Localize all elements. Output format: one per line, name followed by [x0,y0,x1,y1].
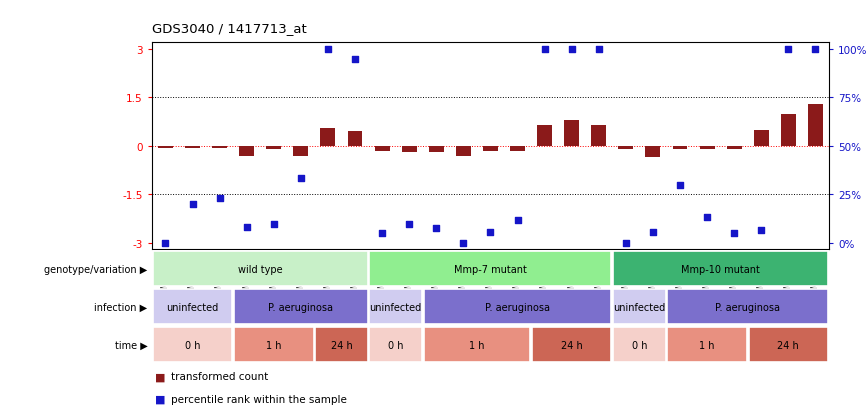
Point [619,240,633,247]
Bar [370,290,422,324]
Text: time ▶: time ▶ [115,340,148,350]
Text: 24 h: 24 h [561,340,582,350]
Bar [613,252,828,286]
Point [294,176,308,182]
Bar [483,147,498,152]
Bar [153,328,233,362]
Point [592,47,606,53]
Point [565,47,579,53]
Bar [808,104,823,147]
Bar [591,126,606,147]
Text: infection ▶: infection ▶ [95,302,148,312]
Bar [402,147,417,153]
Text: wild type: wild type [238,264,283,274]
Bar [613,290,666,324]
Bar [315,328,368,362]
Text: 1 h: 1 h [266,340,281,350]
Text: 24 h: 24 h [778,340,799,350]
Bar [375,147,390,152]
Point [321,47,335,53]
Bar [429,147,444,153]
Bar [347,132,363,147]
Bar [266,147,281,150]
Bar [564,121,579,147]
Point [375,230,389,237]
Bar [320,129,335,147]
Text: 1 h: 1 h [700,340,715,350]
Point [457,240,470,247]
Bar [537,126,552,147]
Bar [646,147,661,158]
Point [402,221,416,227]
Bar [667,290,828,324]
Point [430,225,444,232]
Text: percentile rank within the sample: percentile rank within the sample [171,394,347,404]
Bar [370,252,611,286]
Bar [424,328,530,362]
Text: genotype/variation ▶: genotype/variation ▶ [44,264,148,274]
Text: P. aeruginosa: P. aeruginosa [715,302,780,312]
Bar [673,147,687,150]
Point [186,202,200,208]
Bar [424,290,611,324]
Text: GDS3040 / 1417713_at: GDS3040 / 1417713_at [152,22,306,35]
Point [754,227,768,234]
Bar [153,290,233,324]
Bar [667,328,746,362]
Text: 24 h: 24 h [331,340,352,350]
Point [266,221,280,227]
Text: 1 h: 1 h [469,340,484,350]
Point [510,218,524,224]
Point [483,229,497,235]
Point [213,195,227,202]
Bar [618,147,634,150]
Bar [727,147,741,150]
Bar [153,252,368,286]
Bar [212,147,227,148]
Point [348,56,362,63]
Bar [240,147,254,156]
Bar [234,290,368,324]
Bar [748,328,828,362]
Bar [158,147,173,148]
Text: transformed count: transformed count [171,371,268,381]
Text: 0 h: 0 h [632,340,648,350]
Text: P. aeruginosa: P. aeruginosa [268,302,333,312]
Text: uninfected: uninfected [167,302,219,312]
Bar [613,328,666,362]
Text: ■: ■ [155,371,165,381]
Bar [753,131,769,147]
Text: uninfected: uninfected [370,302,422,312]
Point [727,230,741,237]
Point [159,240,173,247]
Text: 0 h: 0 h [185,340,201,350]
Point [673,182,687,189]
Point [646,229,660,235]
Bar [781,114,796,147]
Bar [293,147,308,156]
Bar [234,328,313,362]
Text: 0 h: 0 h [388,340,404,350]
Bar [700,147,714,150]
Bar [510,147,525,152]
Point [808,47,822,53]
Text: Mmp-7 mutant: Mmp-7 mutant [454,264,527,274]
Point [240,224,253,230]
Bar [185,147,200,148]
Text: Mmp-10 mutant: Mmp-10 mutant [681,264,760,274]
Bar [370,328,422,362]
Point [700,214,714,221]
Bar [456,147,470,156]
Point [781,47,795,53]
Text: uninfected: uninfected [614,302,666,312]
Point [537,47,551,53]
Text: P. aeruginosa: P. aeruginosa [485,302,550,312]
Bar [532,328,611,362]
Text: ■: ■ [155,394,165,404]
